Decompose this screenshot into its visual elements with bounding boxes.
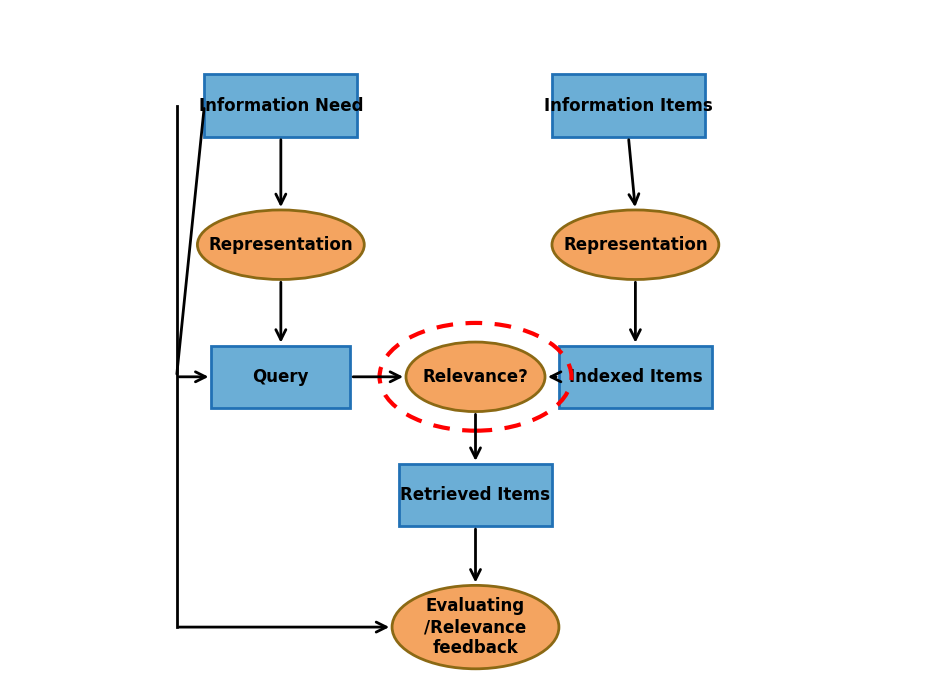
Ellipse shape	[392, 586, 559, 669]
Text: Representation: Representation	[208, 236, 353, 253]
FancyBboxPatch shape	[211, 346, 350, 408]
Text: Indexed Items: Indexed Items	[569, 368, 702, 386]
Ellipse shape	[406, 342, 545, 412]
Text: Representation: Representation	[563, 236, 708, 253]
FancyBboxPatch shape	[204, 75, 358, 137]
Text: Evaluating
/Relevance
feedback: Evaluating /Relevance feedback	[424, 597, 527, 657]
Text: Information Need: Information Need	[199, 96, 363, 114]
Text: Relevance?: Relevance?	[422, 368, 529, 386]
Text: Query: Query	[253, 368, 309, 386]
Ellipse shape	[552, 210, 719, 279]
Ellipse shape	[198, 210, 364, 279]
FancyBboxPatch shape	[399, 463, 552, 526]
Text: Retrieved Items: Retrieved Items	[400, 486, 551, 504]
Text: Information Items: Information Items	[544, 96, 713, 114]
FancyBboxPatch shape	[559, 346, 712, 408]
FancyBboxPatch shape	[552, 75, 705, 137]
